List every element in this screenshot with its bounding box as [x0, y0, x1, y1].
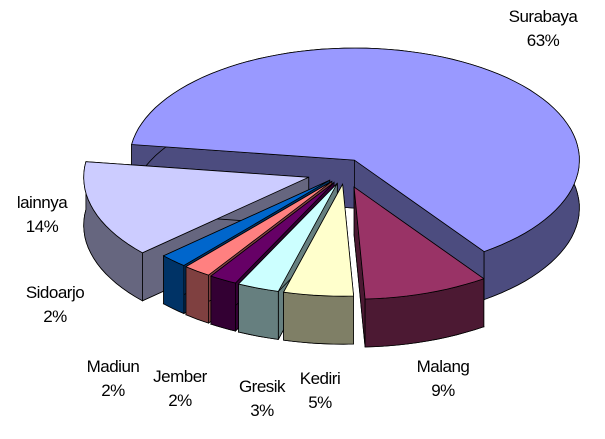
data-label: lainnya 14% — [17, 193, 68, 236]
category-label: lainnya — [17, 193, 68, 212]
percent-label: 14% — [26, 217, 59, 236]
percent-label: 2% — [168, 391, 192, 410]
percent-label: 5% — [308, 393, 332, 412]
data-label: Surabaya 63% — [509, 7, 579, 50]
category-label: Malang — [417, 357, 470, 376]
slice-side — [185, 266, 209, 324]
data-label: Madiun 2% — [87, 357, 140, 400]
data-label: Jember 2% — [153, 367, 208, 410]
slice-top — [282, 182, 355, 297]
percent-label: 2% — [43, 307, 67, 326]
slice-top — [185, 181, 333, 276]
data-label: Malang 9% — [417, 357, 470, 400]
slice — [282, 182, 355, 345]
data-label: Sidoarjo 2% — [26, 283, 84, 326]
percent-label: 63% — [527, 31, 560, 50]
category-label: Madiun — [87, 357, 140, 376]
percent-label: 9% — [431, 381, 455, 400]
slice — [353, 186, 485, 348]
slice-top — [131, 47, 580, 253]
category-label: Sidoarjo — [26, 283, 84, 302]
category-label: Jember — [153, 367, 208, 386]
slice — [131, 47, 580, 301]
percent-label: 2% — [101, 381, 125, 400]
slice-top — [237, 183, 338, 292]
slice-side — [283, 291, 354, 345]
slice-top — [210, 182, 335, 284]
category-label: Gresik — [239, 377, 286, 396]
slice-top — [353, 186, 485, 300]
data-label: Kediri 5% — [300, 369, 340, 412]
category-label: Kediri — [300, 369, 340, 388]
percent-label: 3% — [250, 401, 274, 420]
category-label: Surabaya — [509, 7, 579, 26]
slice-top — [162, 179, 330, 266]
slice-top — [83, 161, 309, 254]
slice-side — [210, 275, 236, 332]
data-label: Gresik 3% — [239, 377, 286, 420]
slice-side — [238, 283, 279, 340]
